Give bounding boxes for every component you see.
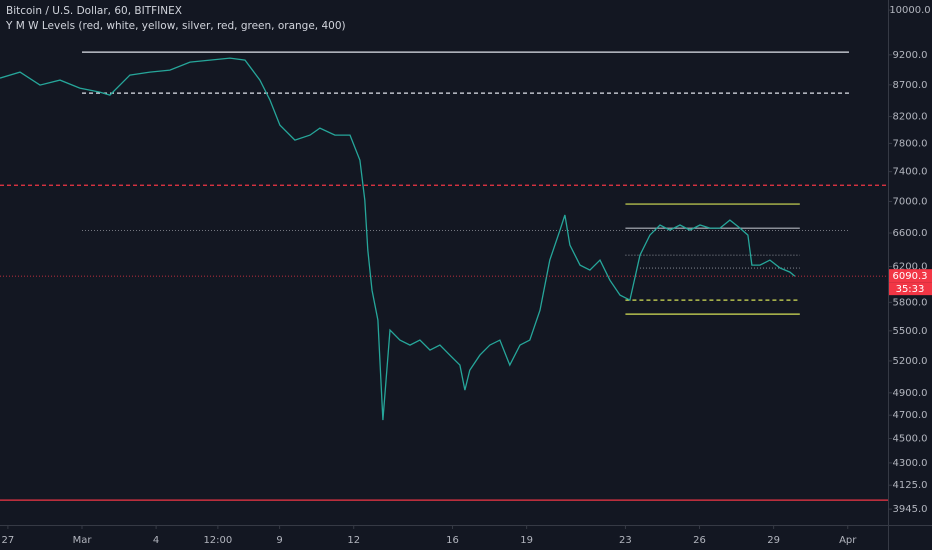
countdown-box (889, 282, 932, 296)
x-tick-label: 23 (619, 535, 632, 546)
x-tick-label: 4 (153, 535, 159, 546)
y-tick-label: 5800.0 (893, 297, 928, 308)
y-tick-label: 5500.0 (893, 326, 928, 337)
y-tick-label: 7000.0 (893, 196, 928, 207)
x-tick-label: 12:00 (203, 535, 232, 546)
y-tick-label: 4500.0 (893, 434, 928, 445)
countdown-label: 35:33 (896, 284, 925, 295)
y-tick-label: 8200.0 (893, 112, 928, 123)
last-price-box (889, 269, 932, 283)
x-tick-label: 26 (693, 535, 706, 546)
y-tick-label: 9200.0 (893, 50, 928, 61)
x-tick-label: 29 (767, 535, 780, 546)
x-tick-label: 19 (520, 535, 533, 546)
last-price-label: 6090.3 (893, 271, 928, 282)
x-tick-label: Apr (839, 535, 857, 546)
x-tick-label: 27 (2, 535, 15, 546)
x-tick-label: 12 (347, 535, 360, 546)
chart-title: Bitcoin / U.S. Dollar, 60, BITFINEX (6, 5, 182, 17)
y-tick-label: 4125.0 (893, 480, 928, 491)
indicator-title: Y M W Levels (red, white, yellow, silver… (5, 20, 346, 32)
y-tick-label: 4900.0 (893, 388, 928, 399)
y-tick-label: 7800.0 (893, 138, 928, 149)
x-tick-label: 16 (446, 535, 459, 546)
price-line (0, 57, 796, 421)
y-tick-label: 4300.0 (893, 458, 928, 469)
y-tick-label: 3945.0 (893, 504, 928, 515)
y-tick-label: 5200.0 (893, 356, 928, 367)
x-tick-label: Mar (73, 535, 93, 546)
y-tick-label: 6200.0 (893, 262, 928, 273)
y-tick-label: 7400.0 (893, 167, 928, 178)
y-tick-label: 6600.0 (893, 228, 928, 239)
y-tick-label: 8700.0 (893, 80, 928, 91)
y-tick-label: 10000.0 (889, 5, 930, 16)
y-tick-label: 4700.0 (893, 410, 928, 421)
x-tick-label: 9 (276, 535, 282, 546)
